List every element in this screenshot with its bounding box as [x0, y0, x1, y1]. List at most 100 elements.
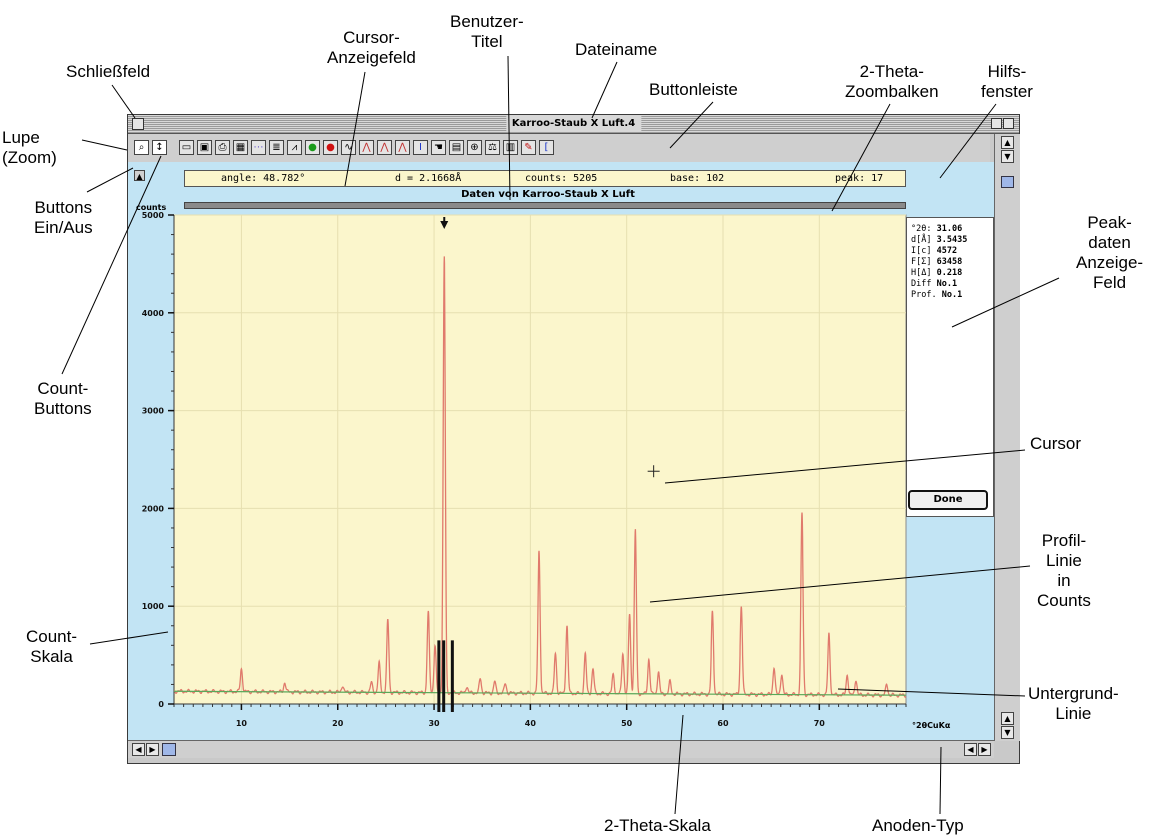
xrd-chart[interactable]: 10 20 30 40 50 60 70 0 1000 2000 3000 4000 5000 — [128, 162, 994, 740]
annotation-schliessfeld: Schließfeld — [66, 62, 151, 81]
scroll-right-arrow-icon[interactable]: ▶ — [146, 743, 159, 756]
annotation-cursor-anzeigefeld: Cursor- Anzeigefeld — [327, 28, 416, 67]
target-icon[interactable]: ⊕ — [467, 140, 482, 155]
annotation-untergrund-linie: Untergrund- Linie — [1028, 684, 1119, 723]
peak-pointer-icon — [440, 221, 449, 229]
scroll-left-arrow-right-icon[interactable]: ◀ — [964, 743, 977, 756]
zoom-button[interactable]: ⌕ — [134, 140, 149, 155]
peak-data-label: I[c] — [911, 246, 932, 256]
peak-c-icon[interactable]: ⋀ — [395, 140, 410, 155]
spectrum-icon[interactable]: ∿ — [341, 140, 356, 155]
annotation-zoombalken: 2-Theta- Zoombalken — [845, 62, 939, 101]
scroll-up-arrow-bottom-icon[interactable]: ▲ — [1001, 712, 1014, 725]
anode-type-label: °2θCuKα — [912, 721, 951, 730]
scroll-down-arrow-bottom-icon[interactable]: ▼ — [1001, 726, 1014, 739]
window-title: Karroo-Staub X Luft.4 — [505, 116, 642, 131]
annotation-cursor: Cursor — [1030, 434, 1082, 453]
background-line — [173, 690, 907, 696]
image-icon[interactable]: ▦ — [233, 140, 248, 155]
done-button[interactable]: Done — [908, 490, 988, 510]
title-bar[interactable]: Karroo-Staub X Luft.4 — [128, 115, 1019, 134]
pencil-icon[interactable]: ✎ — [521, 140, 536, 155]
horizontal-scroll-thumb[interactable] — [162, 743, 176, 756]
peak-table-icon[interactable]: ≣ — [269, 140, 284, 155]
scroll-left-arrow-icon[interactable]: ◀ — [132, 743, 145, 756]
count-updown-button[interactable]: ↕ — [152, 140, 167, 155]
peak-data-panel: °2θ: 31.06 d[Å] 3.5435 I[c] 4572 F[Σ] 63458… — [906, 217, 994, 517]
annotation-lupe: Lupe (Zoom) — [2, 128, 57, 167]
horizontal-scrollbar[interactable]: ◀ ▶ ◀ ▶ — [128, 740, 994, 758]
annotation-buttonleiste: Buttonleiste — [649, 80, 738, 99]
button-bar: ⌕ ↕ ▭ ▣ ⎙ ▦ ⋯ ≣ ⩘ ● ● ∿ ⋀ ⋀ ⋀ I ☚ ▤ ⊕ ⚖ ▥ ✎[ — [128, 134, 990, 162]
peak-data-row: Diff No.1 — [911, 279, 957, 290]
peak-data-value: No.1 — [941, 290, 963, 300]
peak-data-value: 31.06 — [936, 224, 963, 234]
print-icon[interactable]: ⎙ — [215, 140, 230, 155]
image2-icon[interactable]: ▤ — [449, 140, 464, 155]
vertical-scroll-thumb[interactable] — [1001, 176, 1014, 188]
dots-icon[interactable]: ⋯ — [251, 140, 266, 155]
x-tick-label: 70 — [814, 719, 826, 728]
close-box[interactable] — [132, 118, 144, 130]
peak-data-label: °2θ: — [911, 224, 932, 234]
application-window: Karroo-Staub X Luft.4 ⌕ ↕ ▭ ▣ ⎙ ▦ ⋯ ≣ ⩘ ● ● ∿ ⋀ ⋀ ⋀ I… — [127, 114, 1020, 764]
y-tick-label: 1000 — [142, 602, 165, 611]
x-tick-label: 20 — [332, 719, 344, 728]
peak-data-label: Prof. — [911, 290, 937, 300]
annotation-count-skala: Count- Skala — [26, 627, 78, 666]
x-tick-label: 60 — [717, 719, 729, 728]
cursor-base: base: 102 — [670, 173, 725, 184]
peak-data-row: H[Δ] 0.218 — [911, 268, 962, 279]
peak-b-icon[interactable]: ⋀ — [377, 140, 392, 155]
y-tick-label: 2000 — [142, 504, 165, 513]
window-zoom-box[interactable] — [991, 118, 1014, 129]
annotation-count-buttons: Count- Buttons — [34, 379, 92, 418]
vertical-scrollbar[interactable]: ▲ ▼ ▲ ▼ — [994, 134, 1020, 741]
scroll-right-arrow-right-icon[interactable]: ▶ — [978, 743, 991, 756]
hand-icon[interactable]: ☚ — [431, 140, 446, 155]
peak-data-value: 4572 — [936, 246, 958, 256]
y-tick-label: 3000 — [142, 407, 165, 416]
scroll-down-arrow-icon[interactable]: ▼ — [1001, 150, 1014, 163]
x-tick-label: 40 — [525, 719, 537, 728]
peak-data-row: F[Σ] 63458 — [911, 257, 962, 268]
save-icon[interactable]: ▣ — [197, 140, 212, 155]
open-icon[interactable]: ▭ — [179, 140, 194, 155]
info-icon[interactable]: I — [413, 140, 428, 155]
content-area: ▲ angle: 48.782° d = 2.1668Å counts: 520… — [128, 162, 994, 740]
cursor-angle: angle: 48.782° — [221, 173, 306, 184]
y-tick-label: 0 — [158, 700, 164, 709]
peak-data-label: d[Å] — [911, 235, 932, 245]
x-tick-label: 50 — [621, 719, 633, 728]
annotation-buttons-ein-aus: Buttons Ein/Aus — [34, 198, 93, 237]
cursor-d-spacing: d = 2.1668Å — [395, 173, 462, 184]
red-dot-icon[interactable]: ● — [323, 140, 338, 155]
two-theta-zoom-bar[interactable] — [184, 202, 906, 209]
peak-data-value: No.1 — [936, 279, 958, 289]
peak-data-value: 0.218 — [936, 268, 963, 278]
annotation-hilfsfenster: Hilfs-fenster — [981, 62, 1033, 101]
scale-icon[interactable]: ⚖ — [485, 140, 500, 155]
peak-mark-icon[interactable]: ⩘ — [287, 140, 302, 155]
annotation-profil-linie: Profil- Linie in Counts — [1037, 531, 1091, 610]
peak-data-row: °2θ: 31.06 — [911, 224, 962, 235]
peak-data-row: Prof. No.1 — [911, 290, 962, 301]
annotation-benutzer-titel: Benutzer- Titel — [450, 12, 524, 51]
peak-data-value: 3.5435 — [936, 235, 968, 245]
chart-icon[interactable]: ▥ — [503, 140, 518, 155]
peak-data-value: 63458 — [936, 257, 963, 267]
scroll-up-arrow-icon[interactable]: ▲ — [1001, 136, 1014, 149]
x-tick-label: 30 — [428, 719, 440, 728]
annotation-theta-skala: 2-Theta-Skala — [604, 816, 711, 835]
annotation-peakdaten: Peak-daten Anzeige- Feld — [1076, 213, 1144, 292]
cursor-counts: counts: 5205 — [525, 173, 598, 184]
peak-a-icon[interactable]: ⋀ — [359, 140, 374, 155]
peak-data-label: H[Δ] — [911, 268, 932, 278]
bracket-icon[interactable]: [ — [539, 140, 554, 155]
green-dot-icon[interactable]: ● — [305, 140, 320, 155]
annotation-anoden-typ: Anoden-Typ — [872, 816, 964, 835]
peak-data-row: d[Å] 3.5435 — [911, 235, 967, 246]
peak-data-label: Diff — [911, 279, 932, 289]
peak-data-label: F[Σ] — [911, 257, 932, 267]
peak-data-row: I[c] 4572 — [911, 246, 957, 257]
